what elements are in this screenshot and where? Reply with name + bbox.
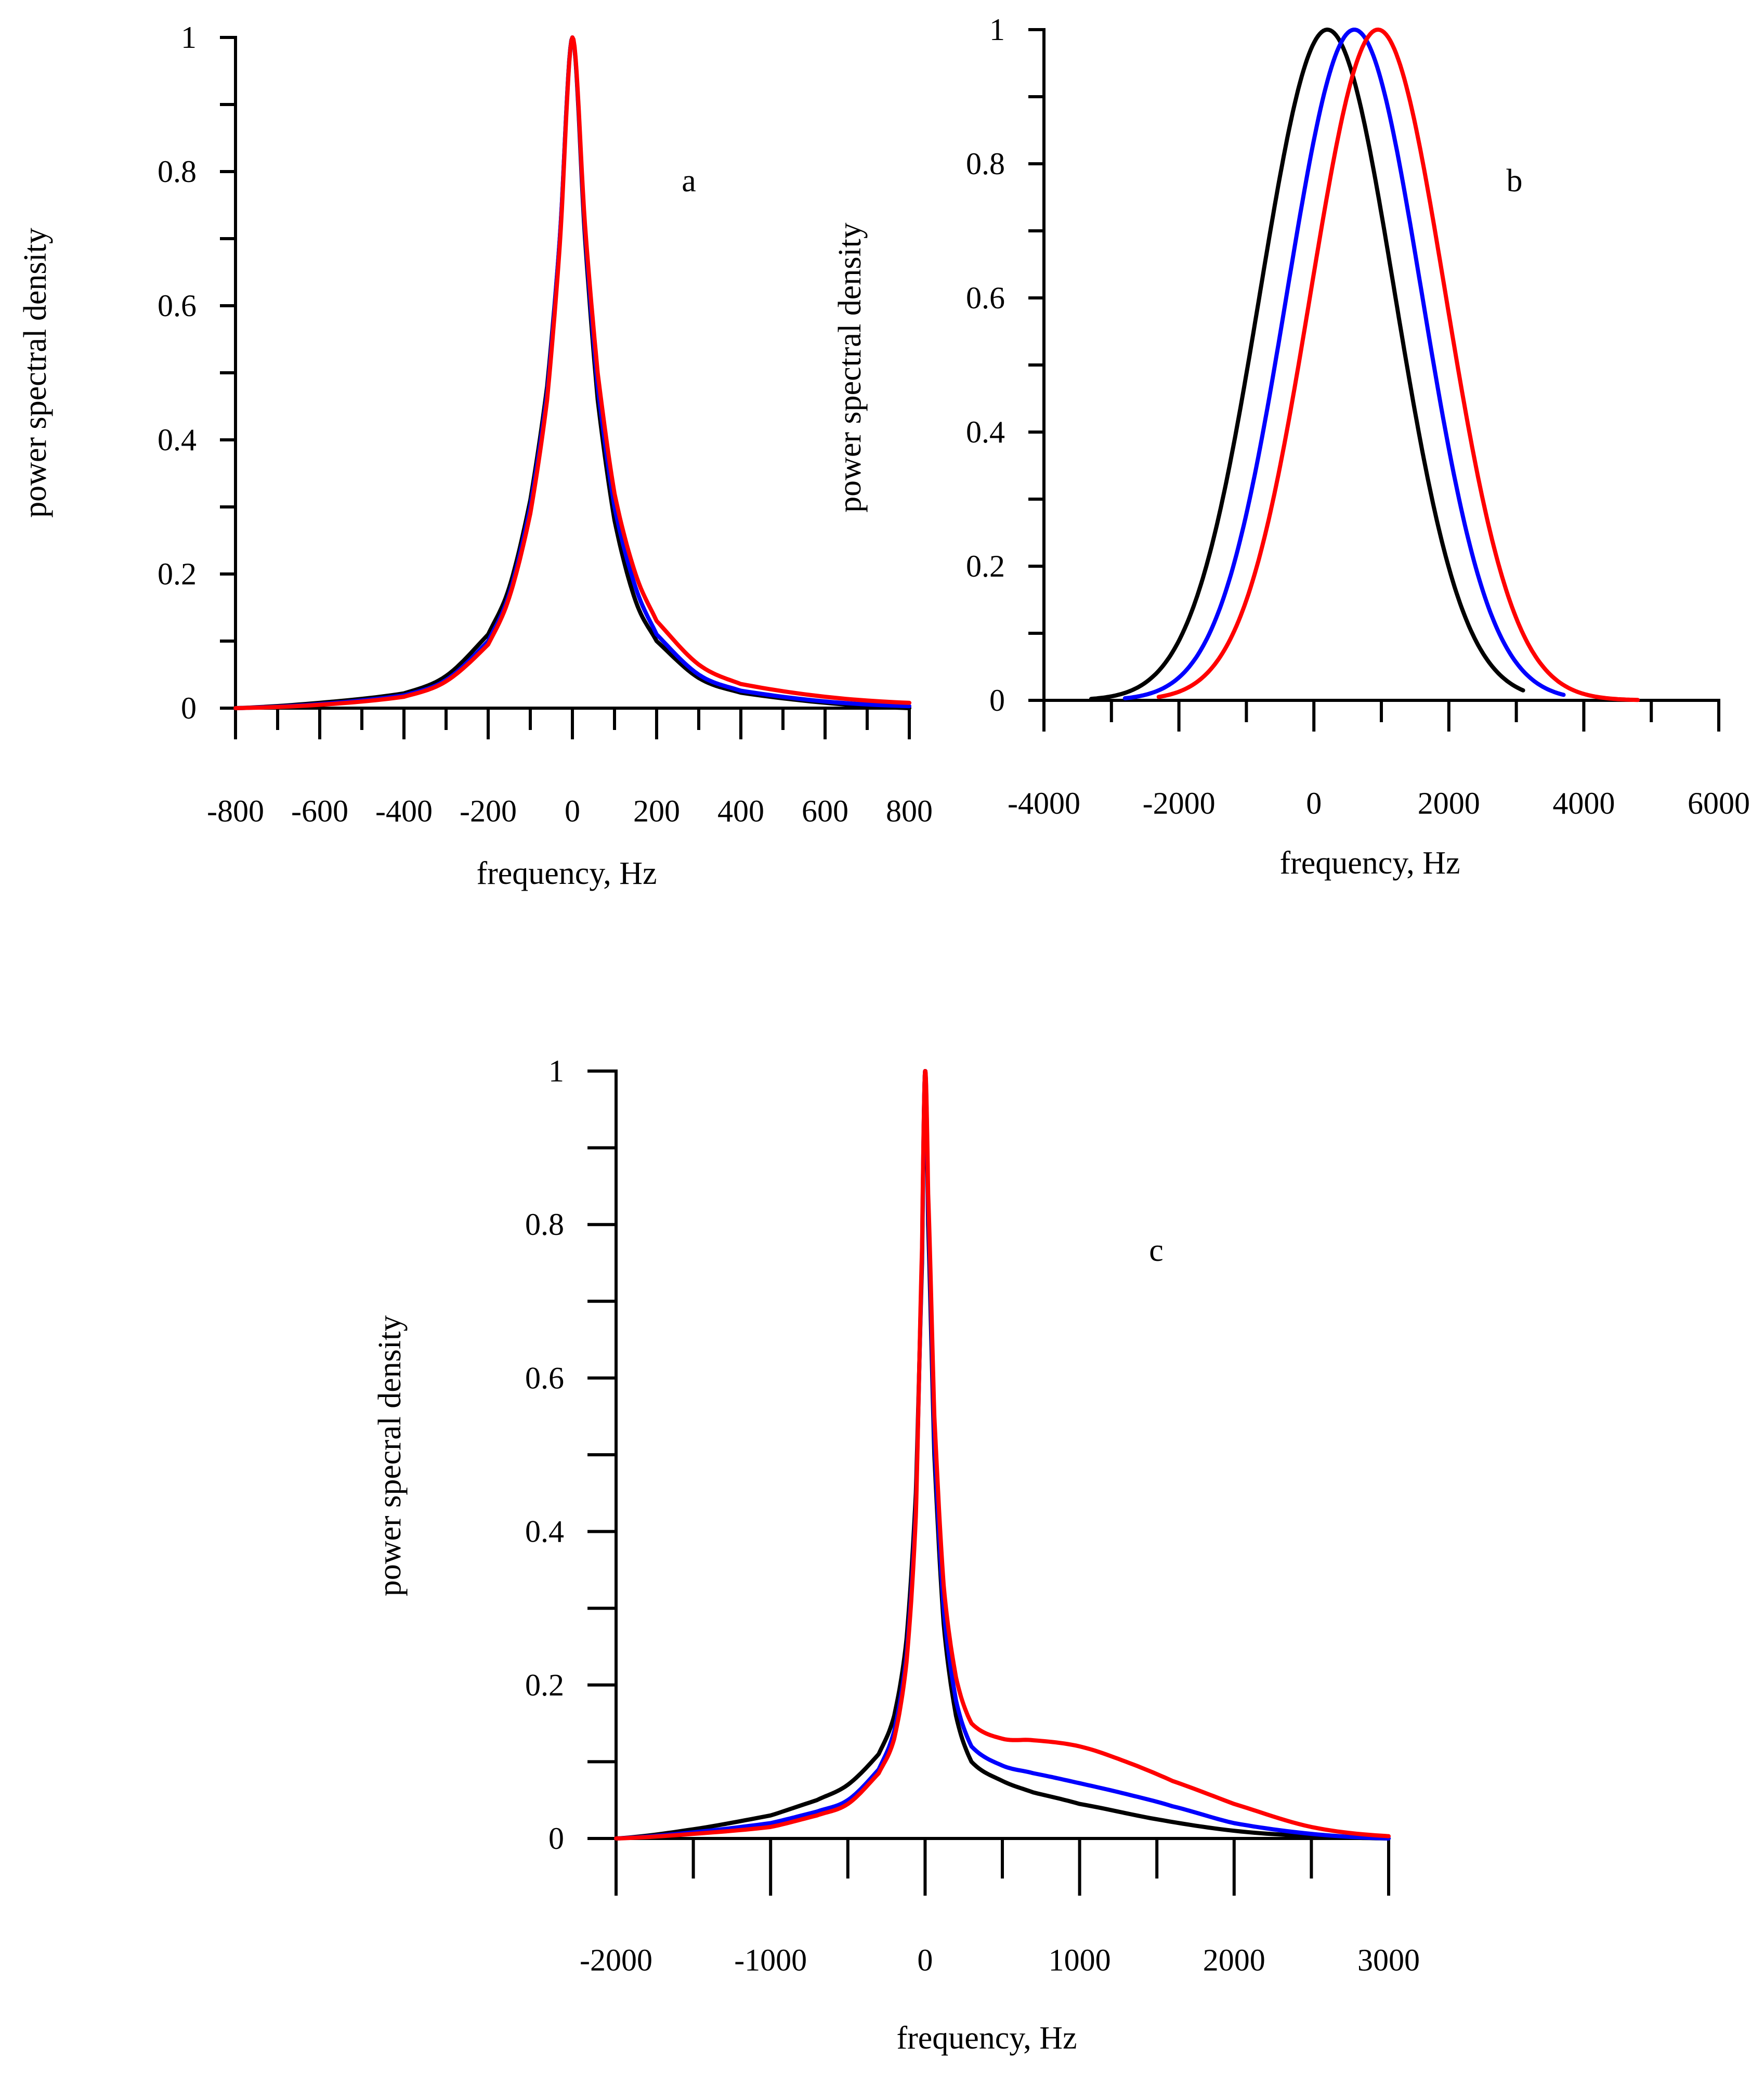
series-b-red bbox=[1156, 28, 1640, 702]
x-tick-label-c: -1000 bbox=[734, 1943, 807, 1977]
y-tick-label-c: 0.2 bbox=[525, 1668, 564, 1702]
y-tick-label-a: 0.6 bbox=[158, 289, 197, 323]
y-tick-label-c: 0 bbox=[548, 1821, 564, 1856]
y-tick-label-a: 0.4 bbox=[158, 423, 197, 457]
y-tick-label-c: 0.8 bbox=[525, 1207, 564, 1242]
y-tick-label-a: 0.8 bbox=[158, 154, 197, 189]
y-axis-title-a: power spectral density bbox=[18, 228, 53, 518]
panel-label-b: b bbox=[1507, 163, 1523, 199]
y-tick-label-b: 0 bbox=[989, 683, 1005, 718]
panel-label-a: a bbox=[682, 163, 696, 199]
y-tick-label-b: 0.2 bbox=[966, 549, 1005, 583]
y-tick-label-b: 0.6 bbox=[966, 281, 1005, 315]
panel-c-chart: 0 0.2 0.4 0.6 0.8 1 -2000 -1000 0 1000 2000 3000 fre… bbox=[372, 1054, 1420, 2056]
y-tick-label-c: 1 bbox=[548, 1054, 564, 1088]
x-tick-label-b: 6000 bbox=[1688, 786, 1750, 820]
panel-b-chart: 0 0.2 0.4 0.6 0.8 1 -4000 -2000 0 2000 4000 6000 fre… bbox=[832, 12, 1750, 881]
x-tick-label-c: -2000 bbox=[580, 1943, 652, 1977]
y-tick-label-b: 1 bbox=[989, 12, 1005, 47]
series-c-red bbox=[614, 1069, 1391, 1841]
y-tick-label-b: 0.8 bbox=[966, 147, 1005, 181]
x-tick-label-a: -200 bbox=[460, 794, 517, 828]
x-tick-label-a: -600 bbox=[291, 794, 348, 828]
series-b-black bbox=[1089, 28, 1525, 701]
x-tick-label-a: -800 bbox=[207, 794, 264, 828]
x-tick-label-b: -4000 bbox=[1008, 786, 1080, 820]
panel-a-chart: 0 0.2 0.4 0.6 0.8 1 -800 -600 -400 -200 0 200 400 600… bbox=[18, 20, 933, 891]
y-tick-label-a: 0 bbox=[181, 691, 197, 725]
series-a-red bbox=[233, 35, 911, 710]
y-tick-label-c: 0.4 bbox=[525, 1515, 564, 1549]
x-tick-label-c: 2000 bbox=[1203, 1943, 1265, 1977]
x-tick-label-b: 4000 bbox=[1552, 786, 1615, 820]
y-tick-label-a: 1 bbox=[181, 20, 197, 55]
x-tick-label-a: 400 bbox=[717, 794, 764, 828]
x-tick-label-b: 2000 bbox=[1418, 786, 1480, 820]
x-tick-label-c: 1000 bbox=[1049, 1943, 1111, 1977]
x-tick-label-a: 200 bbox=[633, 794, 680, 828]
panel-label-c: c bbox=[1149, 1233, 1164, 1268]
x-tick-label-b: -2000 bbox=[1143, 786, 1216, 820]
x-tick-label-a: 600 bbox=[802, 794, 848, 828]
x-tick-label-a: 800 bbox=[886, 794, 933, 828]
x-tick-label-c: 0 bbox=[917, 1943, 933, 1977]
x-tick-label-c: 3000 bbox=[1357, 1943, 1420, 1977]
y-axis-title-b: power spectral density bbox=[832, 223, 868, 513]
x-tick-label-a: -400 bbox=[375, 794, 433, 828]
series-a-blue bbox=[233, 35, 911, 710]
x-axis-title-b: frequency, Hz bbox=[1279, 845, 1460, 881]
series-c-blue bbox=[614, 1069, 1391, 1841]
y-axis-title-c: power specral density bbox=[372, 1315, 408, 1597]
x-tick-label-b: 0 bbox=[1306, 786, 1322, 820]
series-a-black bbox=[233, 35, 911, 710]
x-tick-label-a: 0 bbox=[565, 794, 580, 828]
x-axis-title-a: frequency, Hz bbox=[476, 856, 657, 891]
series-b-blue bbox=[1122, 28, 1566, 700]
series-c-black bbox=[614, 1069, 1391, 1841]
y-tick-label-c: 0.6 bbox=[525, 1361, 564, 1395]
y-tick-label-a: 0.2 bbox=[158, 557, 197, 591]
y-tick-label-b: 0.4 bbox=[966, 415, 1005, 449]
x-axis-title-c: frequency, Hz bbox=[896, 2020, 1077, 2056]
